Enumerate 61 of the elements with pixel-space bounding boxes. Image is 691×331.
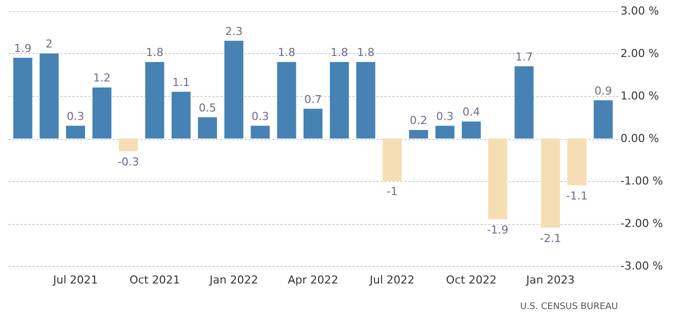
bar (567, 138, 586, 186)
y-tick-label: 3.00 % (620, 4, 659, 18)
data-label: -1 (386, 185, 398, 198)
bar (118, 138, 138, 152)
data-label: 0.4 (462, 106, 480, 118)
data-label: -2.1 (540, 232, 562, 245)
bar (435, 126, 454, 138)
data-label: 2 (46, 38, 53, 50)
bar (13, 58, 32, 138)
bar (224, 40, 244, 138)
x-tick-label: Jan 2022 (208, 274, 258, 286)
text: U.S. CENSUS BUREAU (520, 302, 618, 312)
bar (540, 138, 560, 228)
data-label: 0.3 (251, 110, 269, 123)
data-label: 0.2 (410, 114, 428, 127)
data-label: 1.1 (172, 76, 190, 89)
y-tick-label: -2.00 % (620, 217, 663, 230)
bar (92, 88, 112, 138)
data-label: 2.3 (225, 24, 243, 38)
bar (514, 66, 534, 138)
bar (409, 130, 428, 138)
y-tick-label: 2.00 % (620, 47, 659, 60)
data-label: 1.8 (146, 46, 164, 59)
data-label: 1.8 (330, 46, 348, 59)
data-label: -0.3 (118, 155, 140, 168)
data-label: -1.9 (486, 223, 508, 236)
x-tick-label: Oct 2022 (446, 274, 497, 286)
data-label: 1.7 (515, 50, 533, 64)
y-tick-label: -1.00 % (620, 174, 663, 188)
bar (330, 62, 349, 138)
bar (145, 62, 164, 138)
data-label: 1.9 (14, 42, 32, 55)
bar (277, 62, 296, 138)
x-tick-label: Oct 2021 (129, 274, 180, 286)
x-tick-label: Jul 2022 (368, 274, 415, 286)
x-tick-label: Jan 2023 (525, 274, 575, 286)
data-label: 0.3 (66, 110, 84, 123)
data-label: 1.8 (278, 46, 296, 59)
bar (462, 122, 481, 138)
bar (40, 54, 59, 138)
bar (488, 138, 508, 220)
data-label: 1.8 (357, 46, 375, 59)
data-label: 0.7 (304, 92, 322, 106)
data-label: 1.2 (93, 72, 111, 84)
data-label: 0.5 (198, 101, 216, 114)
bar (66, 126, 86, 138)
bar (304, 108, 322, 138)
y-tick-label: 0.00 % (620, 132, 659, 145)
y-tick-label: 1.00 % (620, 90, 659, 102)
y-tick-label: -3.00 % (620, 260, 663, 272)
data-label: 0.9 (594, 84, 612, 98)
data-label: 0.3 (436, 110, 454, 123)
bar (198, 117, 217, 138)
bar (250, 126, 270, 138)
data-label: -1.1 (566, 189, 588, 202)
bar (382, 138, 402, 181)
x-tick-label: Jul 2021 (52, 274, 98, 286)
bar (356, 62, 376, 138)
bar (172, 92, 191, 138)
x-tick-label: Apr 2022 (288, 274, 338, 286)
bar (594, 100, 613, 138)
